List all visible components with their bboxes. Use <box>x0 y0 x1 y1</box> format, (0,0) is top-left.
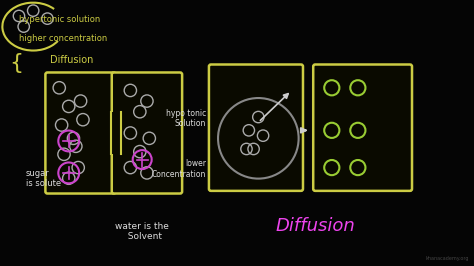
Text: khanacademy.org: khanacademy.org <box>426 256 469 261</box>
Bar <box>111 112 121 154</box>
FancyBboxPatch shape <box>209 64 303 191</box>
FancyBboxPatch shape <box>112 72 182 194</box>
FancyBboxPatch shape <box>313 64 412 191</box>
FancyBboxPatch shape <box>46 72 116 194</box>
Text: Diffusion: Diffusion <box>275 217 355 235</box>
Text: hypo tonic
Solution: hypo tonic Solution <box>166 109 206 128</box>
Text: sugar
is solute: sugar is solute <box>26 169 61 188</box>
Text: higher concentration: higher concentration <box>19 34 107 43</box>
Text: lower
Concentration: lower Concentration <box>152 159 206 178</box>
Text: Diffusion: Diffusion <box>50 55 93 65</box>
Text: hypertonic solution: hypertonic solution <box>19 15 100 24</box>
Text: {: { <box>9 52 24 73</box>
Text: water is the
  Solvent: water is the Solvent <box>115 222 169 241</box>
